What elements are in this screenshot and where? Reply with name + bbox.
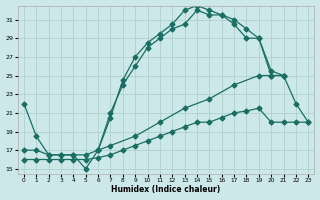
X-axis label: Humidex (Indice chaleur): Humidex (Indice chaleur) (111, 185, 221, 194)
